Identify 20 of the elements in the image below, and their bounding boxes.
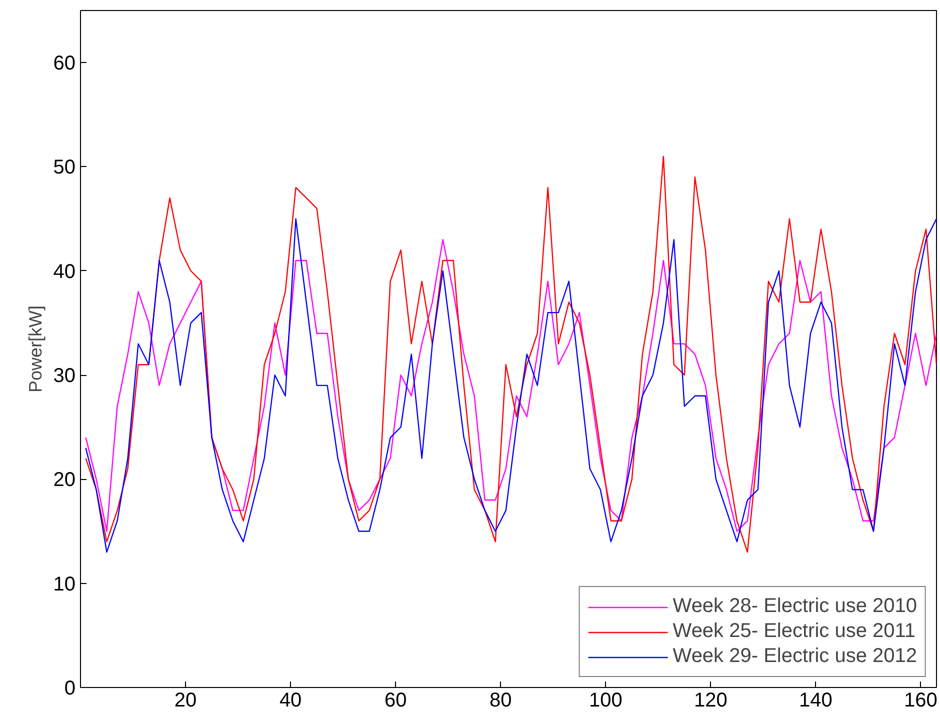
x-tick-label: 140 xyxy=(799,690,832,712)
y-tick-label: 20 xyxy=(53,469,76,492)
y-tick-label: 40 xyxy=(53,260,76,283)
y-tick-label: 60 xyxy=(53,52,76,75)
y-tick-label: 30 xyxy=(53,365,76,388)
x-tick-label: 60 xyxy=(384,690,407,712)
y-tick-label: 10 xyxy=(53,573,76,596)
x-tick-label: 120 xyxy=(694,690,728,712)
x-tick-label: 80 xyxy=(490,690,512,712)
legend-label: Week 29- Electric use 2012 xyxy=(672,645,917,668)
x-tick-label: 160 xyxy=(904,690,938,712)
legend-label: Week 28- Electric use 2010 xyxy=(672,595,917,618)
y-axis-title: Power[kW] xyxy=(25,305,46,393)
legend-label: Week 25- Electric use 2011 xyxy=(672,620,916,643)
y-tick-label: 0 xyxy=(64,678,76,700)
x-tick-label: 40 xyxy=(279,690,302,712)
y-tick-label: 50 xyxy=(53,156,76,179)
x-tick-label: 100 xyxy=(588,690,622,712)
x-tick-label: 20 xyxy=(174,690,197,712)
line-series xyxy=(85,156,936,553)
